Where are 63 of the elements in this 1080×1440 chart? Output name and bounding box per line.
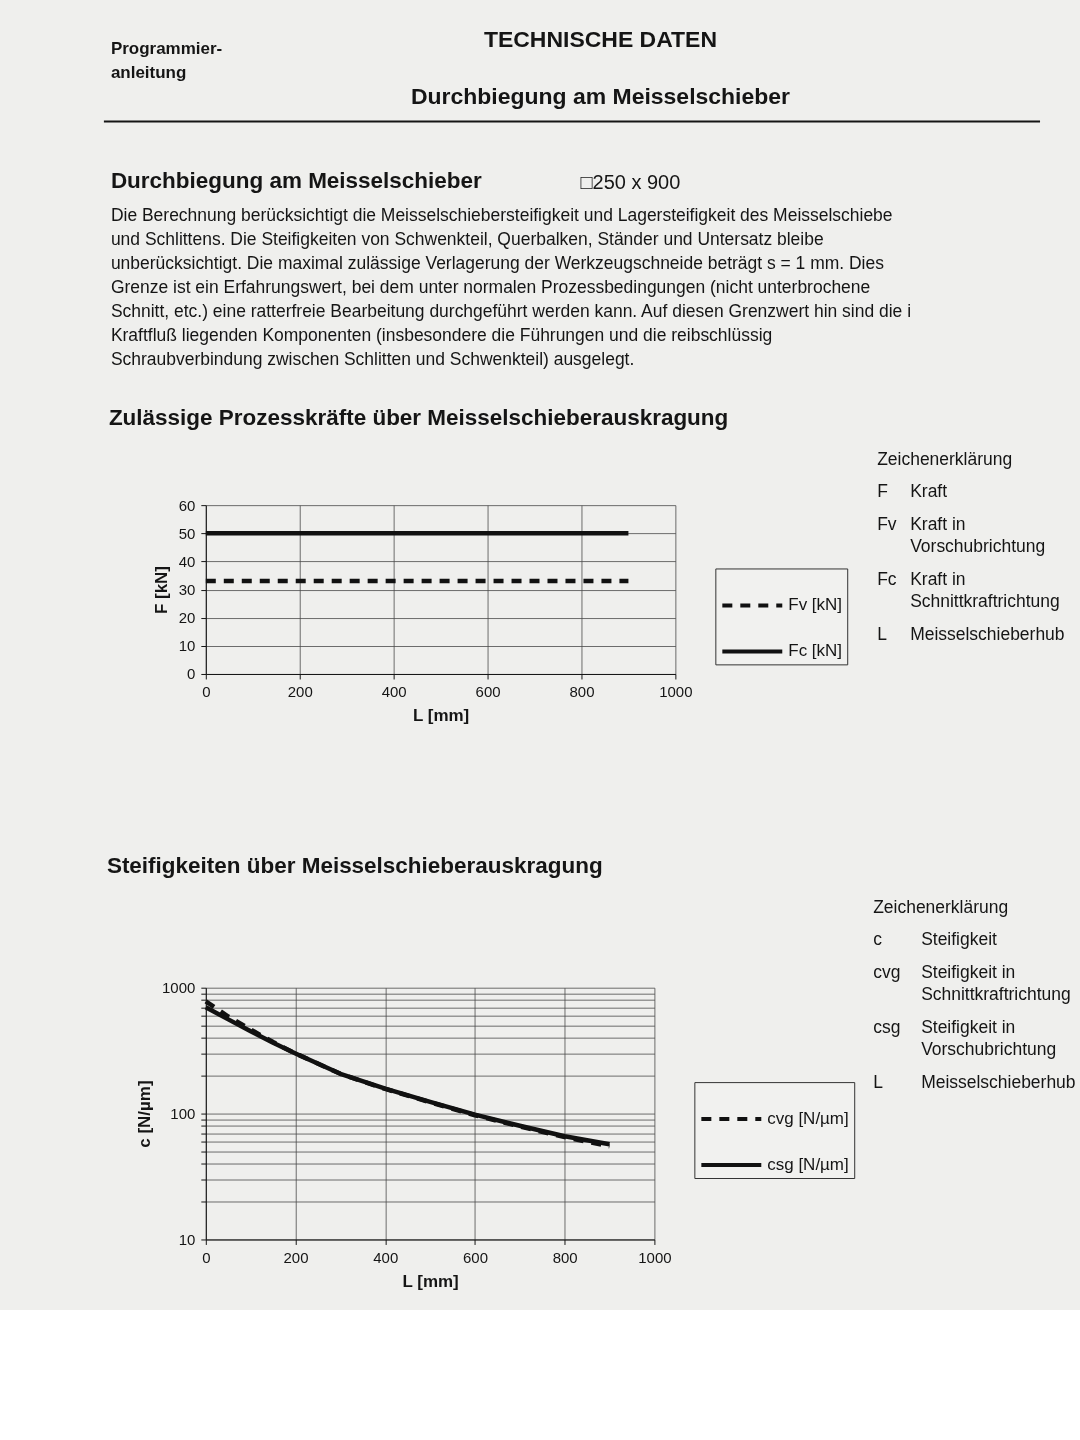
- text: Steifigkeit: [921, 928, 998, 949]
- text: □250 x 900: [580, 171, 681, 194]
- x-tick-label: 600: [462, 1248, 488, 1266]
- text: unberücksichtigt. Die maximal zulässige Verlagerung der Werkzeugschneide beträgt s = 1 mm. Dies: [110, 253, 885, 274]
- y-tick-label: 50: [178, 524, 196, 542]
- chart-title: Zulässige Prozesskräfte über Meisselschieberauskragung: [108, 405, 729, 431]
- text: Fv: [877, 514, 897, 535]
- text: Schnitt, etc.) eine ratterfreie Bearbeitung durchgeführt werden kann. Auf diesen Grenzwert hin sind die i: [110, 301, 912, 322]
- y-tick-label: 10: [178, 1230, 196, 1248]
- text: Durchbiegung am Meisselschieber: [110, 168, 482, 194]
- x-tick-label: 1000: [638, 1248, 672, 1266]
- text: Kraft in Vorschubrichtung: [910, 514, 1046, 557]
- text: anleitung: [110, 62, 187, 82]
- text: L: [877, 624, 888, 645]
- y-tick-label: 100: [170, 1105, 196, 1123]
- x-tick-label: 1000: [659, 683, 693, 701]
- x-tick-label: 400: [381, 683, 407, 701]
- x-tick-label: 200: [287, 683, 313, 701]
- y-tick-label: 20: [178, 609, 196, 627]
- y-tick-label: 10: [178, 637, 196, 655]
- text: c: [873, 928, 883, 949]
- text: csg: [873, 1016, 901, 1037]
- text: Die Berechnung berücksichtigt die Meisselschiebersteifigkeit und Lagersteifigkeit des Meisselschiebe: [110, 205, 893, 226]
- x-axis-title: L [mm]: [402, 1271, 459, 1291]
- text: und Schlittens. Die Steifigkeiten von Schwenkteil, Querbalken, Ständer und Untersatz bleibe: [110, 229, 824, 250]
- y-tick-label: 60: [178, 496, 196, 514]
- x-axis-title: L [mm]: [412, 706, 470, 726]
- text: Steifigkeit in Vorschubrichtung: [921, 1016, 1057, 1059]
- x-tick-label: 200: [283, 1248, 309, 1266]
- y-tick-label: 30: [178, 581, 196, 599]
- text: Steifigkeit in Schnittkraftrichtung: [921, 961, 1071, 1004]
- text: Kraft: [910, 481, 948, 502]
- y-tick-label: 0: [186, 665, 196, 683]
- text: Zeichenerklärung: [873, 896, 1009, 917]
- x-tick-label: 800: [569, 683, 595, 701]
- text: Fc: [877, 569, 897, 590]
- text: Kraft in Schnittkraftrichtung: [910, 569, 1060, 612]
- text: Meisselschieberhub: [921, 1071, 1076, 1092]
- legend-label: Fc [kN]: [788, 641, 842, 661]
- text: TECHNISCHE DATEN: [483, 25, 717, 52]
- legend-label: cvg [N/µm]: [767, 1109, 849, 1129]
- x-tick-label: 800: [552, 1248, 578, 1266]
- text: Durchbiegung am Meisselschieber: [410, 82, 791, 109]
- legend-label: Fv [kN]: [788, 595, 842, 615]
- y-tick-label: 1000: [162, 979, 196, 997]
- text: Grenze ist ein Erfahrungswert, bei dem unter normalen Prozessbedingungen (nicht unterbrochene: [110, 277, 871, 298]
- text: Schraubverbindung zwischen Schlitten und Schwenkteil) ausgelegt.: [110, 349, 635, 370]
- x-tick-label: 400: [373, 1248, 399, 1266]
- x-tick-label: 0: [202, 683, 211, 701]
- y-tick-label: 40: [178, 552, 196, 570]
- text: Meisselschieberhub: [910, 624, 1065, 645]
- text: Zeichenerklärung: [877, 449, 1013, 470]
- y-axis-title: F [kN]: [151, 566, 171, 615]
- y-axis-title: c [N/µm]: [134, 1080, 154, 1148]
- text: Kraftfluß liegenden Komponenten (insbesondere die Führungen und die reibschlüssig: [110, 325, 773, 346]
- text: cvg: [873, 961, 901, 982]
- x-tick-label: 0: [202, 1248, 211, 1266]
- chart-title: Steifigkeiten über Meisselschieberauskragung: [106, 852, 603, 878]
- text: F: [877, 481, 888, 502]
- x-tick-label: 600: [475, 683, 501, 701]
- text: L: [873, 1071, 884, 1092]
- legend-label: csg [N/µm]: [767, 1155, 849, 1175]
- text: Programmier-: [110, 38, 223, 58]
